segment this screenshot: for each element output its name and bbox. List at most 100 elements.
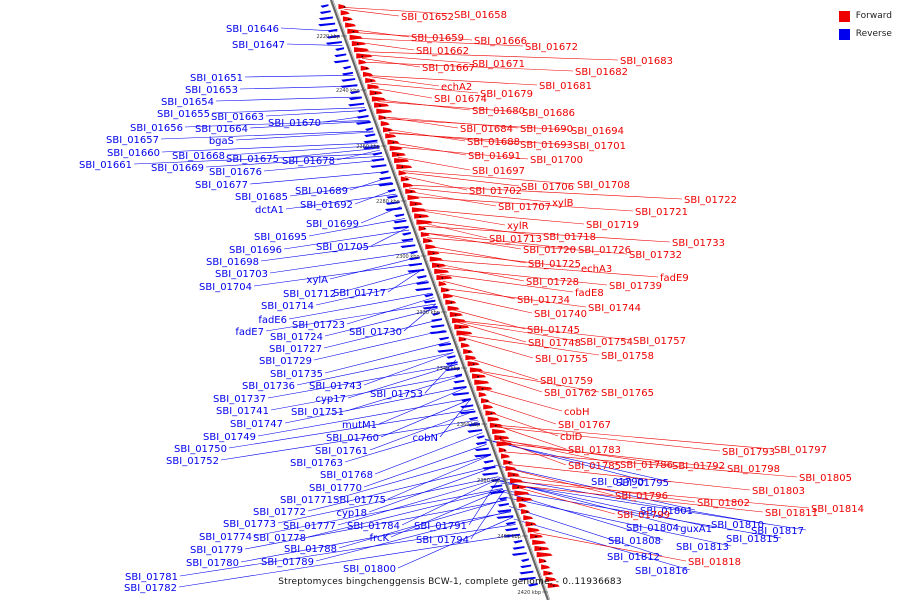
reverse-gene-label[interactable]: SBI_01763 — [290, 458, 343, 469]
forward-gene-label[interactable]: SBI_01733 — [672, 238, 725, 249]
reverse-gene-label[interactable]: SBI_01656 — [130, 123, 183, 134]
reverse-gene-label[interactable]: SBI_01779 — [190, 545, 243, 556]
reverse-gene-label[interactable]: SBI_01760 — [326, 433, 379, 444]
forward-gene-label[interactable]: SBI_01718 — [543, 232, 596, 243]
reverse-gene-label[interactable]: SBI_01810 — [711, 520, 764, 531]
reverse-gene-label[interactable]: SBI_01804 — [626, 523, 679, 534]
forward-gene-label[interactable]: SBI_01748 — [528, 338, 581, 349]
forward-gene-label[interactable]: SBI_01667 — [422, 63, 475, 74]
forward-gene-label[interactable]: SBI_01818 — [688, 557, 741, 568]
forward-gene-label[interactable]: xylB — [552, 198, 574, 209]
reverse-gene-label[interactable]: SBI_01663 — [211, 112, 264, 123]
forward-gene-label[interactable]: SBI_01686 — [522, 108, 575, 119]
forward-gene-label[interactable]: SBI_01803 — [752, 486, 805, 497]
reverse-gene-label[interactable]: SBI_01660 — [107, 148, 160, 159]
forward-gene-label[interactable]: SBI_01814 — [811, 504, 864, 515]
reverse-gene-label[interactable]: SBI_01705 — [316, 242, 369, 253]
forward-gene-label[interactable]: SBI_01805 — [799, 473, 852, 484]
reverse-gene-label[interactable]: SBI_01816 — [635, 566, 688, 577]
forward-gene-label[interactable]: SBI_01700 — [530, 155, 583, 166]
reverse-gene-label[interactable]: SBI_01655 — [157, 109, 210, 120]
forward-gene-label[interactable]: SBI_01702 — [469, 186, 522, 197]
forward-gene-label[interactable]: SBI_01759 — [540, 376, 593, 387]
forward-gene-label[interactable]: SBI_01706 — [521, 182, 574, 193]
forward-gene-label[interactable]: SBI_01719 — [586, 220, 639, 231]
reverse-gene-label[interactable]: SBI_01747 — [230, 419, 283, 430]
reverse-gene-label[interactable]: cyp18 — [337, 508, 368, 519]
reverse-gene-label[interactable]: SBI_01670 — [268, 118, 321, 129]
reverse-gene-label[interactable]: SBI_01651 — [190, 73, 243, 84]
reverse-gene-label[interactable]: guxA1 — [680, 524, 712, 535]
reverse-gene-label[interactable]: SBI_01782 — [124, 583, 177, 594]
forward-gene-label[interactable]: SBI_01701 — [573, 141, 626, 152]
reverse-gene-label[interactable]: SBI_01815 — [726, 534, 779, 545]
forward-gene-label[interactable]: SBI_01697 — [472, 166, 525, 177]
reverse-gene-label[interactable]: SBI_01741 — [216, 406, 269, 417]
reverse-gene-label[interactable]: SBI_01695 — [254, 232, 307, 243]
forward-gene-label[interactable]: echA3 — [581, 264, 612, 275]
reverse-gene-label[interactable]: SBI_01753 — [370, 389, 423, 400]
reverse-gene-label[interactable]: SBI_01795 — [616, 478, 669, 489]
reverse-gene-label[interactable]: SBI_01777 — [283, 521, 336, 532]
forward-gene-label[interactable]: SBI_01762 — [544, 388, 597, 399]
reverse-gene-label[interactable]: SBI_01768 — [320, 470, 373, 481]
forward-gene-label[interactable]: SBI_01691 — [468, 151, 521, 162]
forward-gene-label[interactable]: SBI_01754 — [580, 337, 633, 348]
reverse-gene-label[interactable]: SBI_01724 — [270, 332, 323, 343]
forward-gene-label[interactable]: SBI_01662 — [416, 46, 469, 57]
forward-gene-label[interactable]: SBI_01786 — [620, 460, 673, 471]
reverse-gene-label[interactable]: SBI_01781 — [125, 572, 178, 583]
reverse-gene-label[interactable]: SBI_01654 — [161, 97, 214, 108]
forward-gene-label[interactable]: SBI_01793 — [722, 447, 775, 458]
forward-gene-label[interactable]: SBI_01720 — [523, 245, 576, 256]
forward-gene-label[interactable]: SBI_01725 — [528, 259, 581, 270]
reverse-gene-label[interactable]: cobN — [413, 433, 438, 444]
forward-gene-label[interactable]: SBI_01674 — [434, 94, 487, 105]
forward-gene-label[interactable]: SBI_01659 — [411, 33, 464, 44]
forward-gene-label[interactable]: SBI_01811 — [765, 508, 818, 519]
forward-gene-label[interactable]: SBI_01798 — [727, 464, 780, 475]
reverse-gene-label[interactable]: SBI_01669 — [151, 163, 204, 174]
reverse-gene-label[interactable]: SBI_01699 — [306, 219, 359, 230]
reverse-gene-label[interactable]: SBI_01800 — [343, 564, 396, 575]
reverse-gene-label[interactable]: SBI_01661 — [79, 160, 132, 171]
forward-gene-label[interactable]: SBI_01713 — [489, 234, 542, 245]
reverse-gene-label[interactable]: SBI_01791 — [414, 521, 467, 532]
reverse-gene-label[interactable]: SBI_01784 — [347, 521, 400, 532]
forward-gene-label[interactable]: SBI_01792 — [672, 461, 725, 472]
reverse-gene-label[interactable]: SBI_01689 — [295, 186, 348, 197]
reverse-gene-label[interactable]: mutM1 — [342, 420, 377, 431]
forward-gene-label[interactable]: SBI_01694 — [571, 126, 624, 137]
reverse-gene-label[interactable]: SBI_01789 — [261, 557, 314, 568]
forward-gene-label[interactable]: xylR — [507, 221, 529, 232]
forward-gene-label[interactable]: SBI_01757 — [633, 336, 686, 347]
reverse-gene-label[interactable]: SBI_01704 — [199, 282, 252, 293]
reverse-gene-label[interactable]: SBI_01737 — [213, 394, 266, 405]
forward-gene-label[interactable]: SBI_01693 — [520, 140, 573, 151]
reverse-gene-label[interactable]: SBI_01813 — [676, 542, 729, 553]
reverse-gene-label[interactable]: SBI_01730 — [349, 327, 402, 338]
forward-gene-label[interactable]: cobH — [564, 407, 589, 418]
reverse-gene-label[interactable]: SBI_01770 — [309, 483, 362, 494]
reverse-gene-label[interactable]: SBI_01692 — [300, 200, 353, 211]
reverse-gene-label[interactable]: SBI_01723 — [292, 320, 345, 331]
reverse-gene-label[interactable]: cyp17 — [316, 394, 347, 405]
reverse-gene-label[interactable]: SBI_01775 — [333, 495, 386, 506]
reverse-gene-label[interactable]: SBI_01801 — [640, 506, 693, 517]
reverse-gene-label[interactable]: SBI_01794 — [416, 535, 469, 546]
reverse-gene-label[interactable]: SBI_01729 — [259, 356, 312, 367]
reverse-gene-label[interactable]: SBI_01727 — [269, 344, 322, 355]
reverse-gene-label[interactable]: fadE6 — [258, 315, 287, 326]
forward-gene-label[interactable]: SBI_01680 — [472, 106, 525, 117]
forward-gene-label[interactable]: SBI_01797 — [774, 445, 827, 456]
reverse-gene-label[interactable]: SBI_01657 — [106, 135, 159, 146]
forward-gene-label[interactable]: SBI_01767 — [558, 420, 611, 431]
reverse-gene-label[interactable]: dctA1 — [255, 205, 284, 216]
forward-gene-label[interactable]: SBI_01796 — [615, 491, 668, 502]
forward-gene-label[interactable]: SBI_01666 — [474, 36, 527, 47]
forward-gene-label[interactable]: SBI_01758 — [601, 351, 654, 362]
forward-gene-label[interactable]: SBI_01672 — [525, 42, 578, 53]
reverse-gene-label[interactable]: SBI_01676 — [209, 167, 262, 178]
reverse-gene-label[interactable]: frcK — [370, 533, 390, 544]
reverse-gene-label[interactable]: SBI_01788 — [284, 544, 337, 555]
